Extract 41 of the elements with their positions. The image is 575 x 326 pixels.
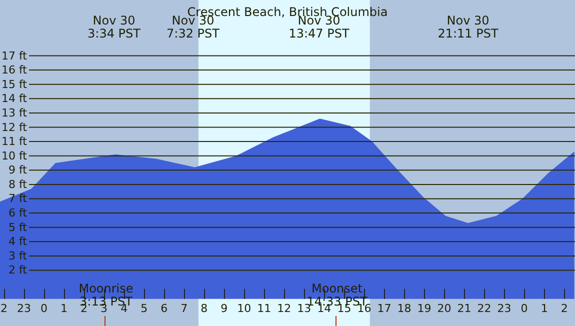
x-tick-label: 23 [17,302,32,315]
x-tick-label: 9 [220,302,228,315]
x-tick-label: 20 [437,302,452,315]
y-tick-label: 2 ft [8,264,28,277]
x-tick-label: 5 [140,302,148,315]
x-tick-label: 7 [180,302,188,315]
y-tick-label: 13 ft [2,106,28,120]
x-tick-label: 0 [40,302,48,315]
y-tick-label: 11 ft [2,135,28,148]
y-tick-label: 8 ft [8,178,28,191]
x-tick-label: 13 [297,302,312,315]
x-tick-label: 23 [497,302,512,315]
y-tick-label: 16 ft [2,64,28,77]
x-tick-label: 22 [477,302,492,315]
x-tick-label: 17 [377,302,392,315]
y-tick-label: 5 ft [8,220,28,234]
y-tick-label: 17 ft [2,49,28,62]
x-tick-label: 2 [0,302,8,315]
y-tick-label: 6 ft [8,206,28,220]
x-tick-label: 1 [540,302,548,315]
x-tick-label: 0 [520,302,528,315]
x-tick-label: 11 [257,302,272,315]
y-tick-label: 10 ft [2,149,28,162]
x-tick-label: 12 [277,302,292,315]
y-tick-label: 3 ft [8,249,28,262]
y-tick-label: 12 ft [2,120,28,134]
x-tick-label: 10 [237,302,252,315]
annotation: Nov 30 21:11 PST [438,14,499,40]
x-tick-label: 21 [457,302,472,315]
y-tick-label: 4 ft [8,235,28,248]
annotation: Nov 30 3:34 PST [88,14,142,40]
y-tick-label: 7 ft [8,192,28,206]
y-tick-label: 9 ft [8,164,28,177]
y-tick-label: 15 ft [2,78,28,91]
x-tick-label: 6 [160,302,168,315]
x-tick-label: 19 [417,302,432,315]
x-tick-label: 1 [60,302,68,315]
y-tick-label: 14 ft [2,92,28,106]
x-tick-label: 18 [397,302,412,315]
x-tick-label: 8 [200,302,208,315]
x-tick-label: 2 [560,302,568,315]
